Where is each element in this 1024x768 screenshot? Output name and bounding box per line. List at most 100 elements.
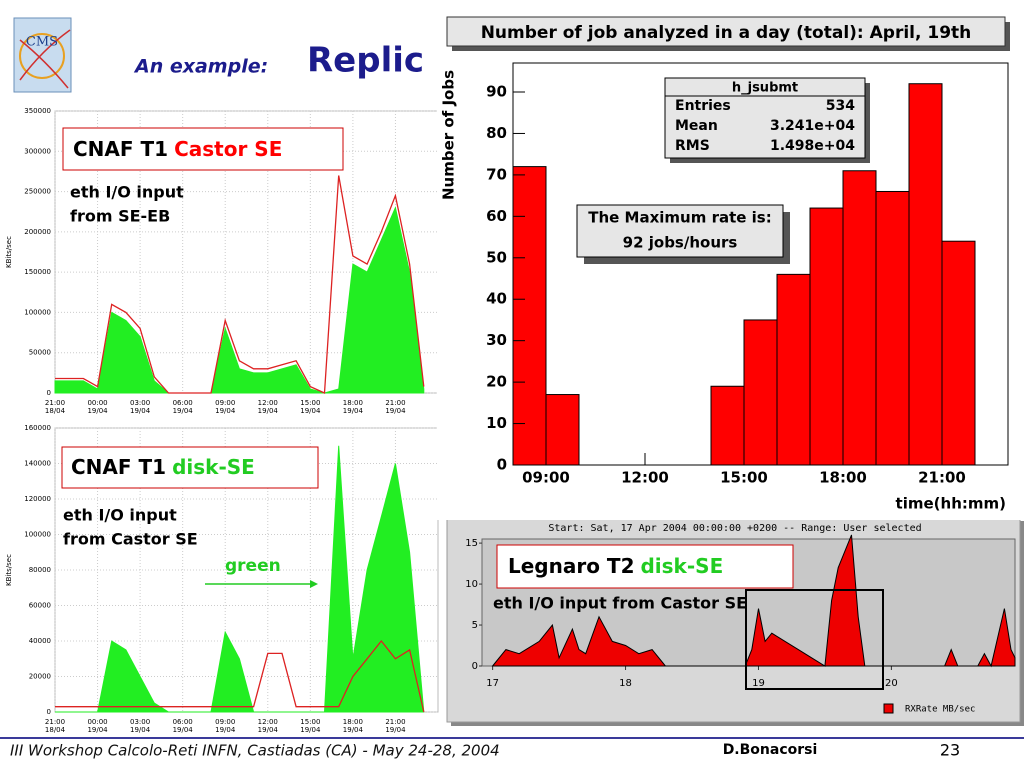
note: from Castor SE [63,530,198,549]
x-tick-label: 21:00 [385,399,405,407]
x-tick-label: 21:00 [918,469,966,487]
label-box-text: CNAF T1 Castor SE [73,137,282,161]
logo-tracks [19,29,71,89]
x-tick-label: 18:00 [819,469,867,487]
y-tick-label: 120000 [24,495,51,503]
x-tick-date: 19/04 [87,726,108,734]
x-tick-label: 21:00 [385,718,405,726]
label-box-text: Legnaro T2 disk-SE [508,554,723,578]
stats-value: 534 [826,98,855,114]
y-axis-label: KBits/sec [5,554,13,586]
site-name: Legnaro T2 [508,554,634,578]
x-tick-label: 00:00 [87,399,107,407]
x-tick-label: 09:00 [215,718,235,726]
x-tick-label: 06:00 [173,399,193,407]
legend-box [878,698,1008,718]
x-tick-label: 12:00 [621,469,669,487]
y-tick-label: 30 [486,331,507,349]
legend-swatch [883,703,894,714]
bar [545,394,580,466]
x-tick-label: 03:00 [130,718,150,726]
y-tick-label: 20000 [29,673,51,681]
y-axis-label: KBits/sec [5,236,13,268]
x-tick-date: 19/04 [258,407,279,415]
area [55,445,425,713]
stats-box [664,77,866,159]
y-tick-label: 70 [486,165,507,183]
x-tick-date: 19/04 [87,407,108,415]
title: Replic [307,41,424,81]
stats-name: h_jsubmt [732,81,798,96]
x-tick-label: 18:00 [343,399,363,407]
x-tick-date: 19/04 [215,407,236,415]
label-box [496,544,794,589]
label-box-text: CNAF T1 disk-SE [71,455,255,479]
stats-key: RMS [675,138,710,154]
y-tick-label: 10 [465,579,478,590]
x-tick-label: 17 [486,678,499,689]
site-name: CNAF T1 [73,137,168,161]
legend-label: RXRate MB/sec [905,705,975,715]
annotation: The Maximum rate is: [588,209,772,227]
bar [743,319,778,466]
y-tick-label: 15 [465,538,478,549]
x-tick-date: 18/04 [45,726,66,734]
x-tick-label: 18:00 [343,718,363,726]
x-tick-label: 15:00 [300,718,320,726]
highlight-box [745,589,884,690]
x-tick-label: 21:00 [45,399,65,407]
label-box [62,127,344,171]
bar [512,166,547,466]
bar [809,207,844,466]
y-tick-label: 50000 [29,349,51,357]
x-tick-label: 18 [619,678,632,689]
y-tick-label: 0 [47,389,51,397]
y-tick-label: 140000 [24,460,51,468]
title-prefix: An example: [133,56,268,78]
element-name: Castor SE [174,137,282,161]
x-tick-date: 19/04 [130,726,151,734]
area [54,206,425,394]
y-tick-label: 0 [497,456,507,474]
y-tick-label: 0 [472,661,478,672]
note: from SE-EB [70,207,170,226]
element-name: disk-SE [640,554,723,578]
bar [776,273,811,466]
x-tick-date: 19/04 [385,407,406,415]
y-tick-label: 40000 [29,637,51,645]
x-tick-label: 12:00 [258,399,278,407]
y-axis-label: Number of Jobs [440,70,458,200]
y-tick-label: 60000 [29,602,51,610]
y-tick-label: 5 [472,620,478,631]
y-tick-label: 100000 [24,531,51,539]
x-tick-date: 19/04 [215,726,236,734]
x-tick-label: 15:00 [300,399,320,407]
bar [710,385,745,466]
stats-key: Entries [675,98,731,114]
x-tick-label: 03:00 [130,399,150,407]
y-tick-label: 60 [486,207,507,225]
callout-arrowhead [310,580,318,588]
logo-ring [19,33,65,79]
x-tick-date: 19/04 [300,407,321,415]
label-box [61,446,319,489]
x-tick-date: 19/04 [385,726,406,734]
y-tick-label: 150000 [24,268,51,276]
x-tick-date: 19/04 [300,726,321,734]
y-tick-label: 10 [486,414,507,432]
y-tick-label: 350000 [24,107,51,115]
chart-title: Number of job analyzed in a day (total):… [481,23,972,43]
x-tick-label: 15:00 [720,469,768,487]
annotation: 92 jobs/hours [623,234,738,252]
bar [875,190,910,466]
stats-value: 3.241e+04 [770,118,855,134]
footer-author: D.Bonacorsi [723,742,818,758]
bar [941,240,976,466]
area [491,534,1016,668]
x-tick-label: 00:00 [87,718,107,726]
line [55,639,425,713]
x-tick-date: 18/04 [45,407,66,415]
note: eth I/O input [70,183,184,202]
annotation-box [576,204,784,258]
